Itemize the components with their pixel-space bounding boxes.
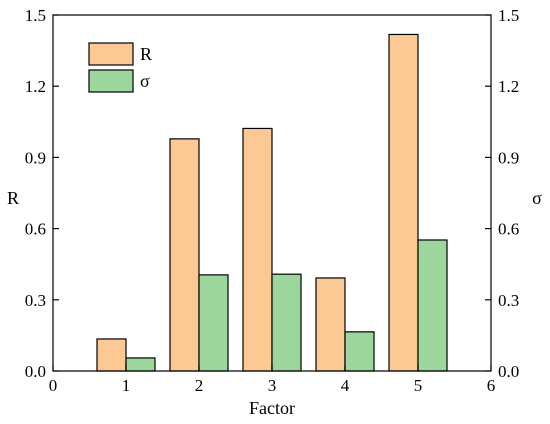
bar-r-factor-2 <box>169 138 200 372</box>
bar-r-factor-5 <box>388 33 419 372</box>
x-tick-label: 2 <box>195 376 204 395</box>
right-y-tick-label: 1.2 <box>498 77 519 96</box>
plot-area <box>96 33 448 372</box>
bar-sigma-factor-1 <box>125 357 156 372</box>
right-y-tick-label: 0.0 <box>498 362 519 381</box>
right-y-axis-title: σ <box>532 188 542 208</box>
x-tick-label: 0 <box>49 376 58 395</box>
x-tick-label: 1 <box>122 376 131 395</box>
right-y-tick-label: 0.6 <box>498 220 519 239</box>
x-tick-labels: 0 1 2 3 4 5 6 <box>49 376 496 395</box>
left-y-tick-label: 0.9 <box>25 148 46 167</box>
x-tick-label: 5 <box>414 376 423 395</box>
right-y-tick-label: 0.9 <box>498 148 519 167</box>
left-y-tick-label: 1.5 <box>25 6 46 25</box>
bar-sigma-factor-2 <box>198 274 229 372</box>
left-y-tick-label: 0.0 <box>25 362 46 381</box>
legend-swatch-sigma <box>88 69 134 93</box>
bar-sigma-factor-3 <box>271 273 302 372</box>
legend-label-r: R <box>140 44 152 64</box>
right-y-tick-label: 1.5 <box>498 6 519 25</box>
bar-r-factor-1 <box>96 338 127 372</box>
bar-sigma-factor-4 <box>344 331 375 372</box>
left-y-tick-labels: 0.0 0.3 0.6 0.9 1.2 1.5 <box>25 6 46 381</box>
x-tick-label: 4 <box>341 376 350 395</box>
bar-sigma-factor-5 <box>417 239 448 372</box>
legend-swatch-r <box>88 42 134 66</box>
bar-r-factor-3 <box>242 127 273 372</box>
x-tick-label: 6 <box>487 376 496 395</box>
right-y-tick-labels: 0.0 0.3 0.6 0.9 1.2 1.5 <box>498 6 519 381</box>
x-tick-label: 3 <box>268 376 277 395</box>
axis-ticks <box>52 14 492 372</box>
left-y-tick-label: 1.2 <box>25 77 46 96</box>
left-y-tick-label: 0.6 <box>25 220 46 239</box>
legend: R σ <box>88 42 152 93</box>
right-y-tick-label: 0.3 <box>498 291 519 310</box>
bar-r-factor-4 <box>315 277 346 372</box>
left-y-axis-title: R <box>7 188 19 208</box>
left-y-tick-label: 0.3 <box>25 291 46 310</box>
legend-label-sigma: σ <box>140 71 150 91</box>
x-axis-title: Factor <box>249 398 295 418</box>
